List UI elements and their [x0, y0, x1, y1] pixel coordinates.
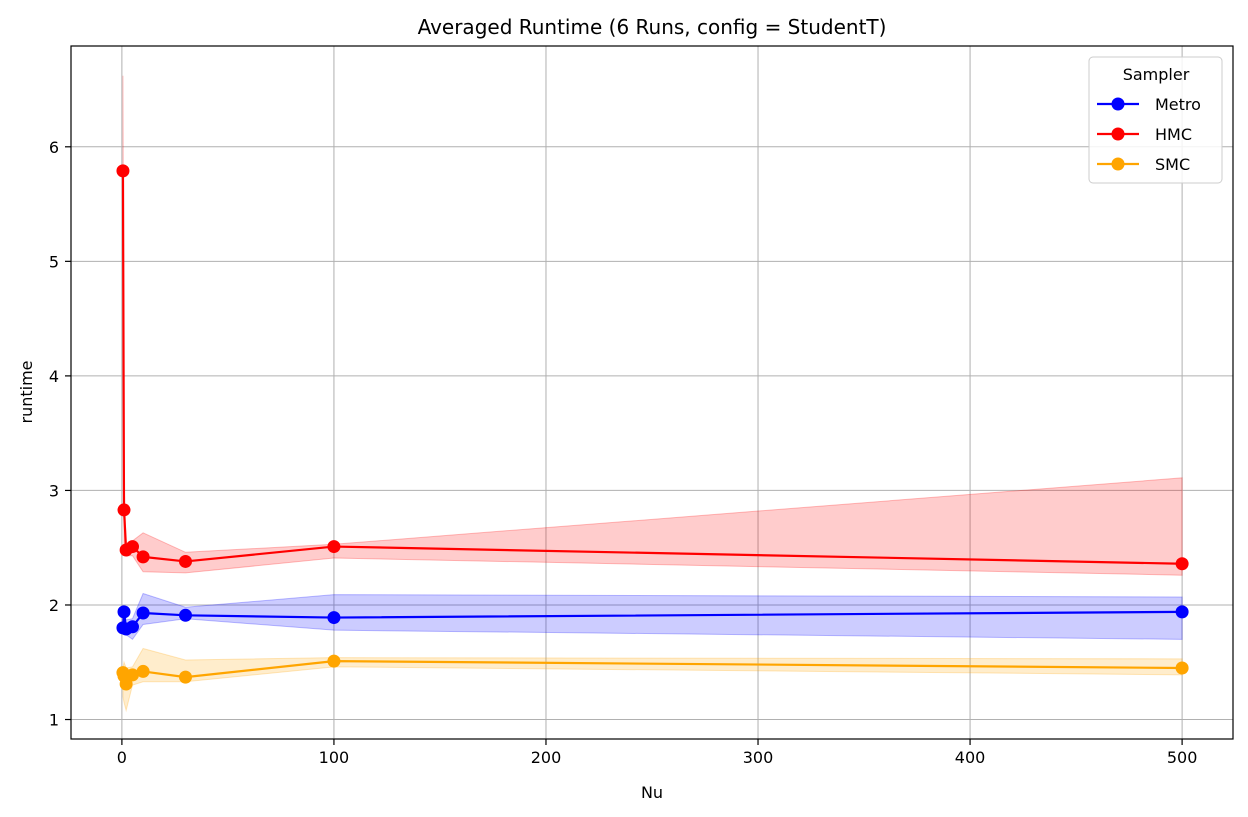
metro-data-point — [1175, 605, 1189, 619]
legend-smc-label: SMC — [1155, 155, 1190, 174]
y-tick-label: 6 — [49, 138, 59, 157]
metro-data-point — [117, 605, 131, 619]
x-tick-label: 500 — [1167, 748, 1198, 767]
y-tick-label: 3 — [49, 481, 59, 500]
legend-box — [1088, 56, 1223, 184]
legend-smc-marker — [1111, 157, 1125, 171]
legend-entries: Metro HMC SMC — [1097, 95, 1201, 174]
legend: Sampler Metro HMC SMC — [1088, 56, 1223, 184]
legend-metro-marker — [1111, 97, 1125, 111]
smc-data-point — [179, 670, 193, 684]
axes-frame — [70, 45, 1234, 740]
hmc-data-point — [327, 540, 341, 554]
y-tick-label: 2 — [49, 596, 59, 615]
x-tick-label: 400 — [955, 748, 986, 767]
y-axis-label: runtime — [17, 360, 36, 423]
smc-data-point — [327, 654, 341, 668]
legend-title: Sampler — [1123, 65, 1190, 84]
metro-data-point — [136, 606, 150, 620]
plot-area — [71, 46, 1233, 739]
hmc-data-point — [125, 540, 139, 554]
metro-data-point — [125, 620, 139, 634]
legend-hmc-label: HMC — [1155, 125, 1192, 144]
y-tick-label: 5 — [49, 252, 59, 271]
metro-data-point — [179, 608, 193, 622]
hmc-data-point — [136, 550, 150, 564]
y-tick-label: 4 — [49, 367, 59, 386]
smc-data-point — [1175, 661, 1189, 675]
smc-data-point — [119, 677, 133, 691]
legend-metro-label: Metro — [1155, 95, 1201, 114]
series-points — [116, 164, 1189, 691]
chart-title: Averaged Runtime (6 Runs, config = Stude… — [418, 15, 887, 39]
y-tick-label: 1 — [49, 711, 59, 730]
x-axis-label: Nu — [641, 783, 663, 802]
metro-data-point — [327, 611, 341, 625]
smc-data-point — [136, 664, 150, 678]
x-tick-label: 0 — [117, 748, 127, 767]
smc-data-point — [125, 668, 139, 682]
x-tick-label: 100 — [319, 748, 350, 767]
hmc-data-point — [179, 554, 193, 568]
y-axis-ticks: 1 2 3 4 5 6 — [49, 138, 71, 730]
hmc-data-point — [1175, 557, 1189, 571]
hmc-series-line — [121, 170, 1183, 565]
x-tick-label: 200 — [531, 748, 562, 767]
x-axis-ticks: 0 100 200 300 400 500 — [117, 739, 1198, 767]
hmc-data-point — [117, 503, 131, 517]
smc-confidence-band — [122, 647, 1183, 713]
legend-hmc-marker — [1111, 127, 1125, 141]
x-tick-label: 300 — [743, 748, 774, 767]
hmc-data-point — [116, 164, 130, 178]
